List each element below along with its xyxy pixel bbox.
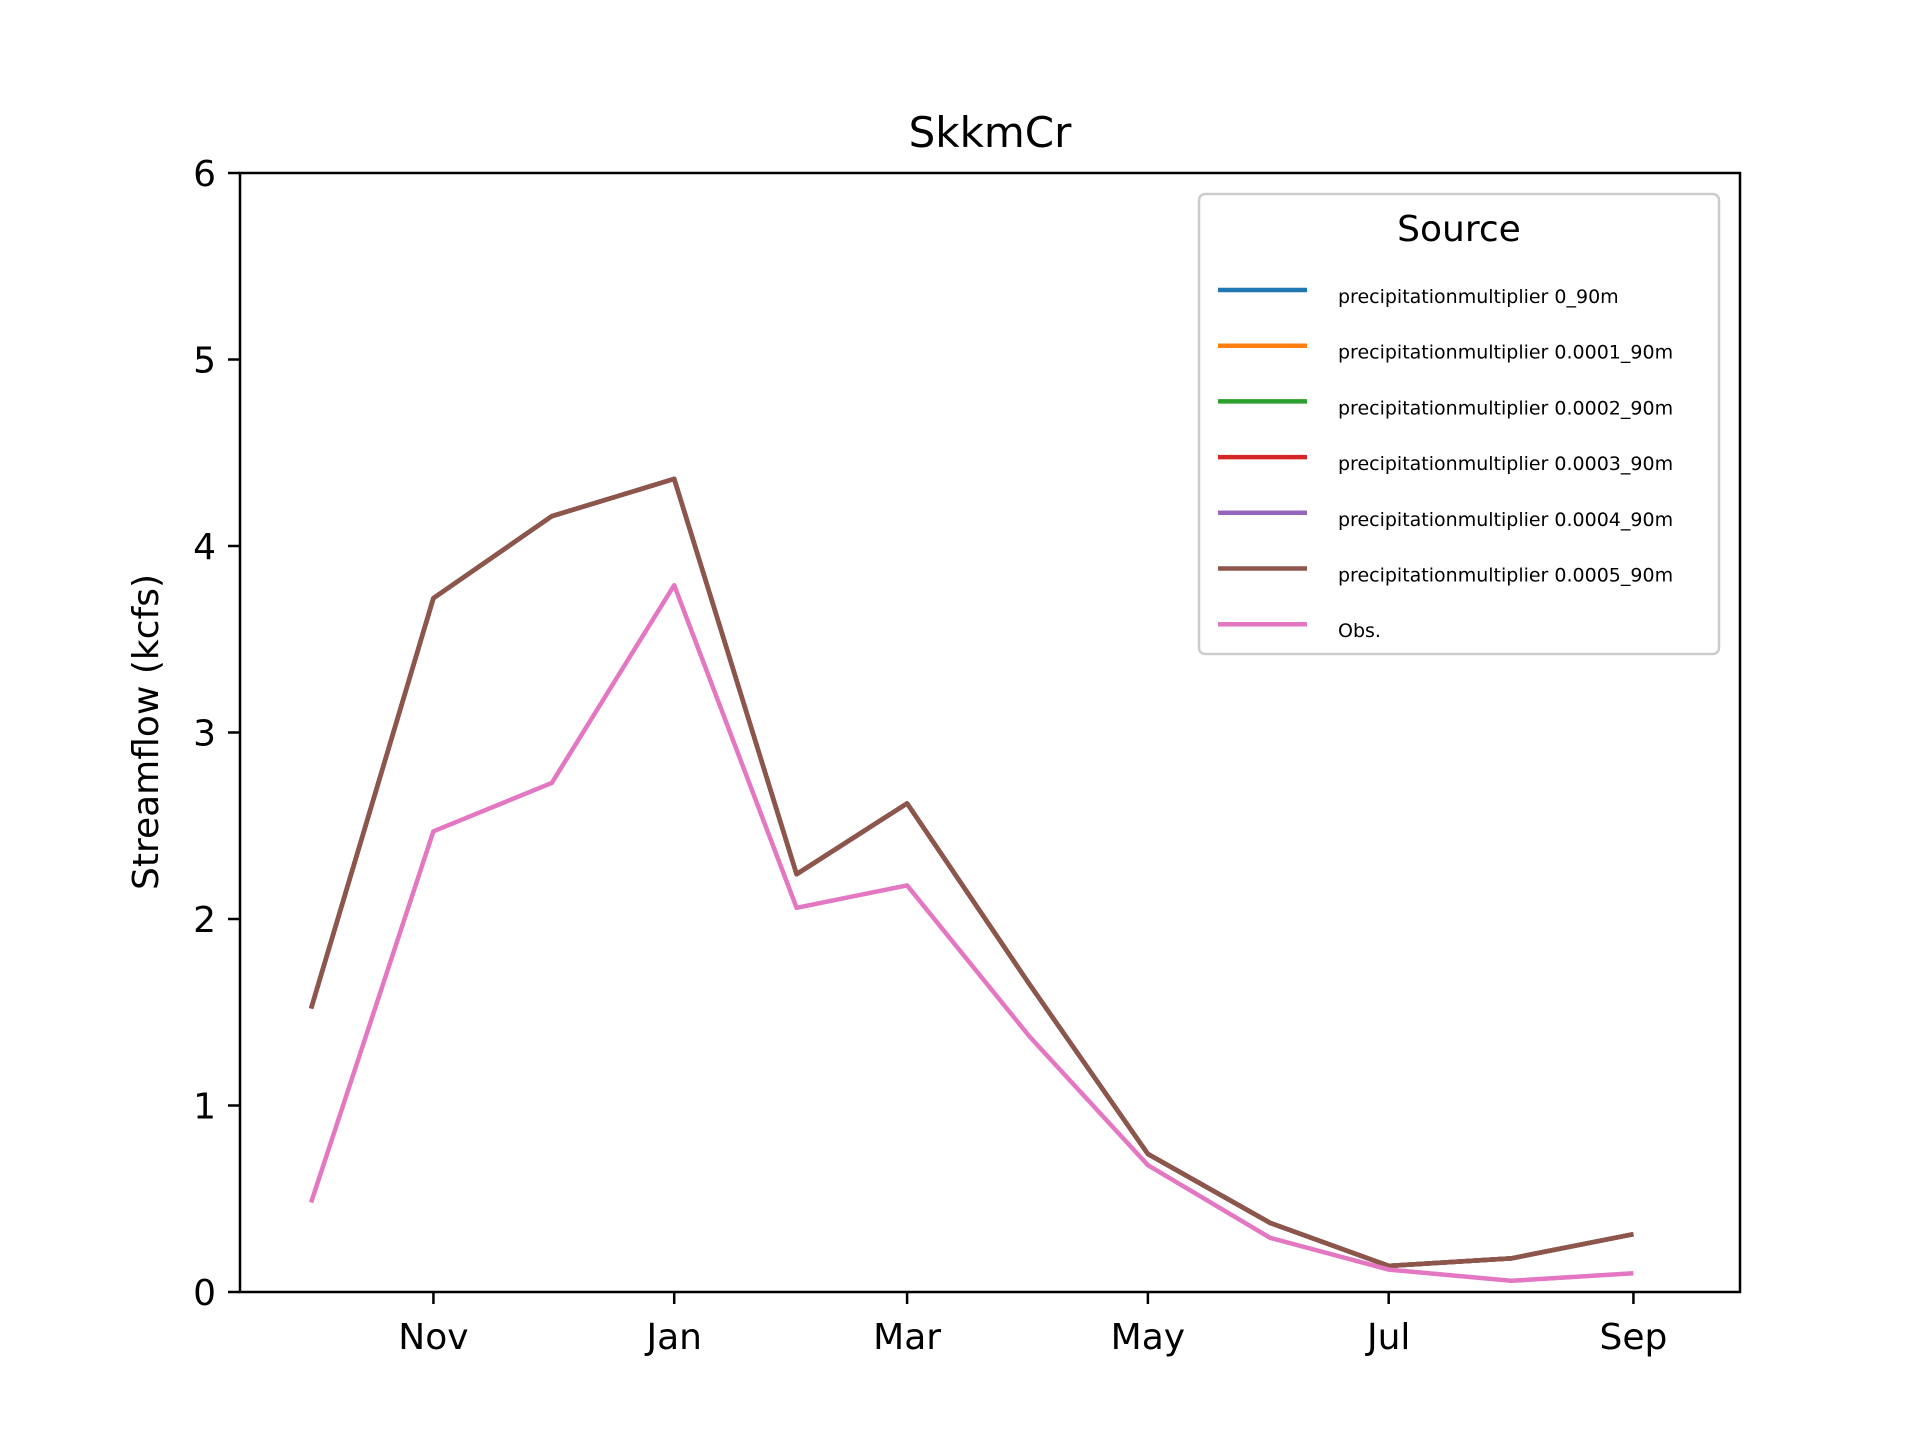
x-tick-label: Nov xyxy=(398,1317,468,1358)
x-tick-label: Jan xyxy=(644,1317,702,1358)
x-tick-label: Sep xyxy=(1599,1317,1667,1358)
x-tick-label: Jul xyxy=(1365,1317,1410,1358)
x-tick-label: Mar xyxy=(873,1317,941,1358)
legend-title: Source xyxy=(1397,209,1521,250)
y-tick-label: 3 xyxy=(193,714,216,755)
x-tick-label: May xyxy=(1111,1317,1185,1358)
y-tick-label: 0 xyxy=(193,1273,216,1314)
y-tick-label: 1 xyxy=(193,1087,216,1128)
x-axis: Nov Jan Mar May Jul Sep xyxy=(398,1292,1667,1358)
y-tick-label: 4 xyxy=(193,527,216,568)
legend-label: precipitationmultiplier 0.0001_90m xyxy=(1338,342,1673,364)
legend-label: precipitationmultiplier 0.0004_90m xyxy=(1338,509,1673,531)
y-tick-label: 5 xyxy=(193,341,216,382)
legend-label: Obs. xyxy=(1338,620,1381,642)
y-axis: 0 1 2 3 4 5 6 xyxy=(193,154,240,1314)
legend-label: precipitationmultiplier 0.0002_90m xyxy=(1338,397,1673,419)
legend-label: precipitationmultiplier 0_90m xyxy=(1338,286,1619,308)
y-tick-label: 6 xyxy=(193,154,216,195)
y-tick-label: 2 xyxy=(193,900,216,941)
legend-frame xyxy=(1197,192,1721,656)
series-line-obs xyxy=(308,582,1634,1284)
series-lines xyxy=(308,476,1634,1284)
legend-label: precipitationmultiplier 0.0005_90m xyxy=(1338,565,1673,587)
y-axis-label: Streamflow (kcfs) xyxy=(126,574,167,890)
series-line-precipitationmultiplier-0-0005-90m xyxy=(308,476,1634,1269)
chart-title: SkkmCr xyxy=(909,108,1073,157)
legend: Source precipitationmultiplier 0_90mprec… xyxy=(1197,192,1721,656)
legend-entries: precipitationmultiplier 0_90m precipitati… xyxy=(1218,286,1673,642)
legend-label: precipitationmultiplier 0.0003_90m xyxy=(1338,453,1673,475)
